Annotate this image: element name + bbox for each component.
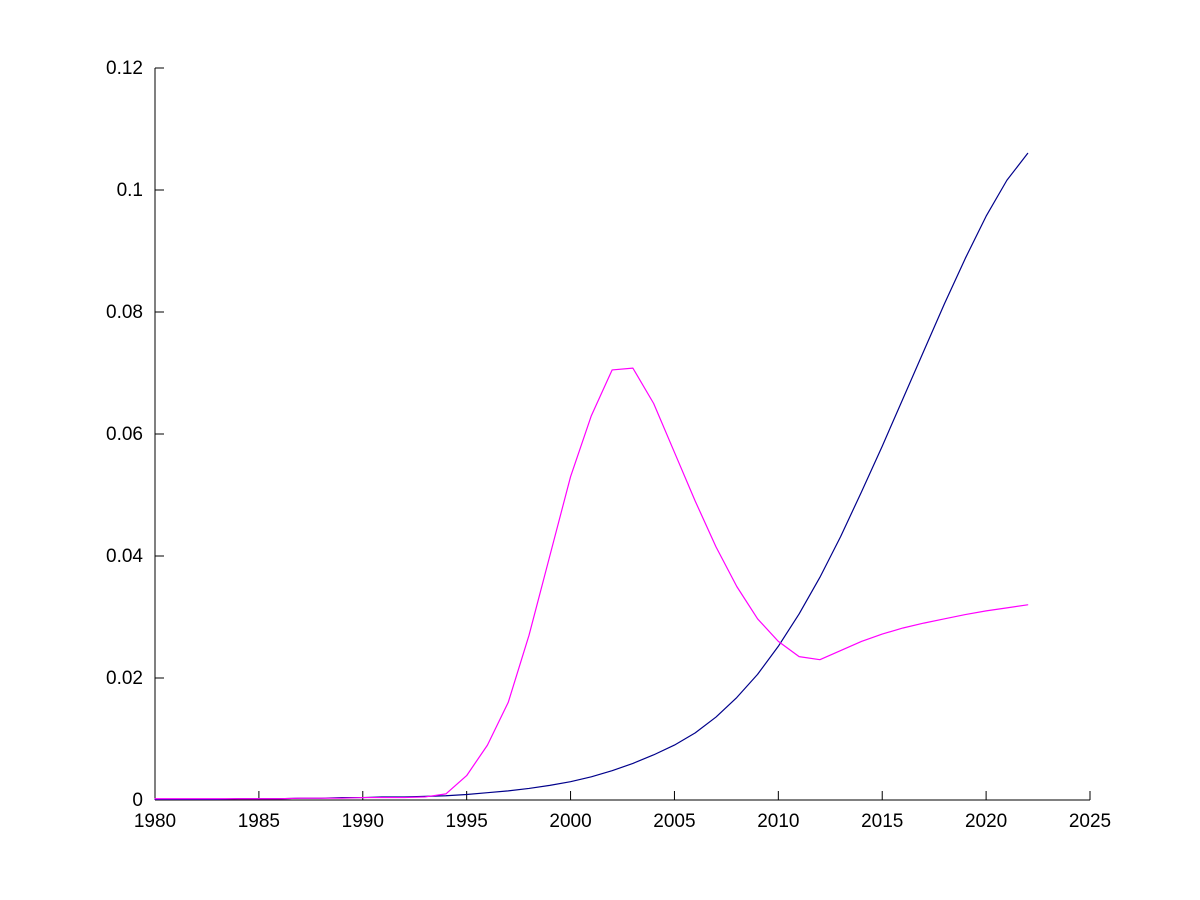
x-tick-label: 2025: [1069, 811, 1111, 832]
x-tick-label: 2015: [861, 811, 903, 832]
series-magenta-line: [154, 367, 1029, 800]
x-tick-label: 1980: [134, 811, 176, 832]
x-tick-label: 2005: [653, 811, 695, 832]
x-tick-label: 2000: [549, 811, 591, 832]
y-tick-label: 0.04: [106, 546, 143, 567]
y-tick-label: 0.08: [106, 302, 143, 323]
y-tick-label: 0.06: [106, 424, 143, 445]
x-tick-label: 1990: [342, 811, 384, 832]
y-tick-label: 0.1: [117, 180, 143, 201]
y-tick-label: 0.12: [106, 58, 143, 79]
y-tick-label: 0.02: [106, 668, 143, 689]
x-tick-label: 1985: [238, 811, 280, 832]
x-tick-label: 2020: [965, 811, 1007, 832]
y-tick-label: 0: [132, 790, 143, 811]
x-tick-label: 2010: [757, 811, 799, 832]
series-dark-blue-line: [154, 152, 1029, 800]
x-tick-label: 1995: [446, 811, 488, 832]
